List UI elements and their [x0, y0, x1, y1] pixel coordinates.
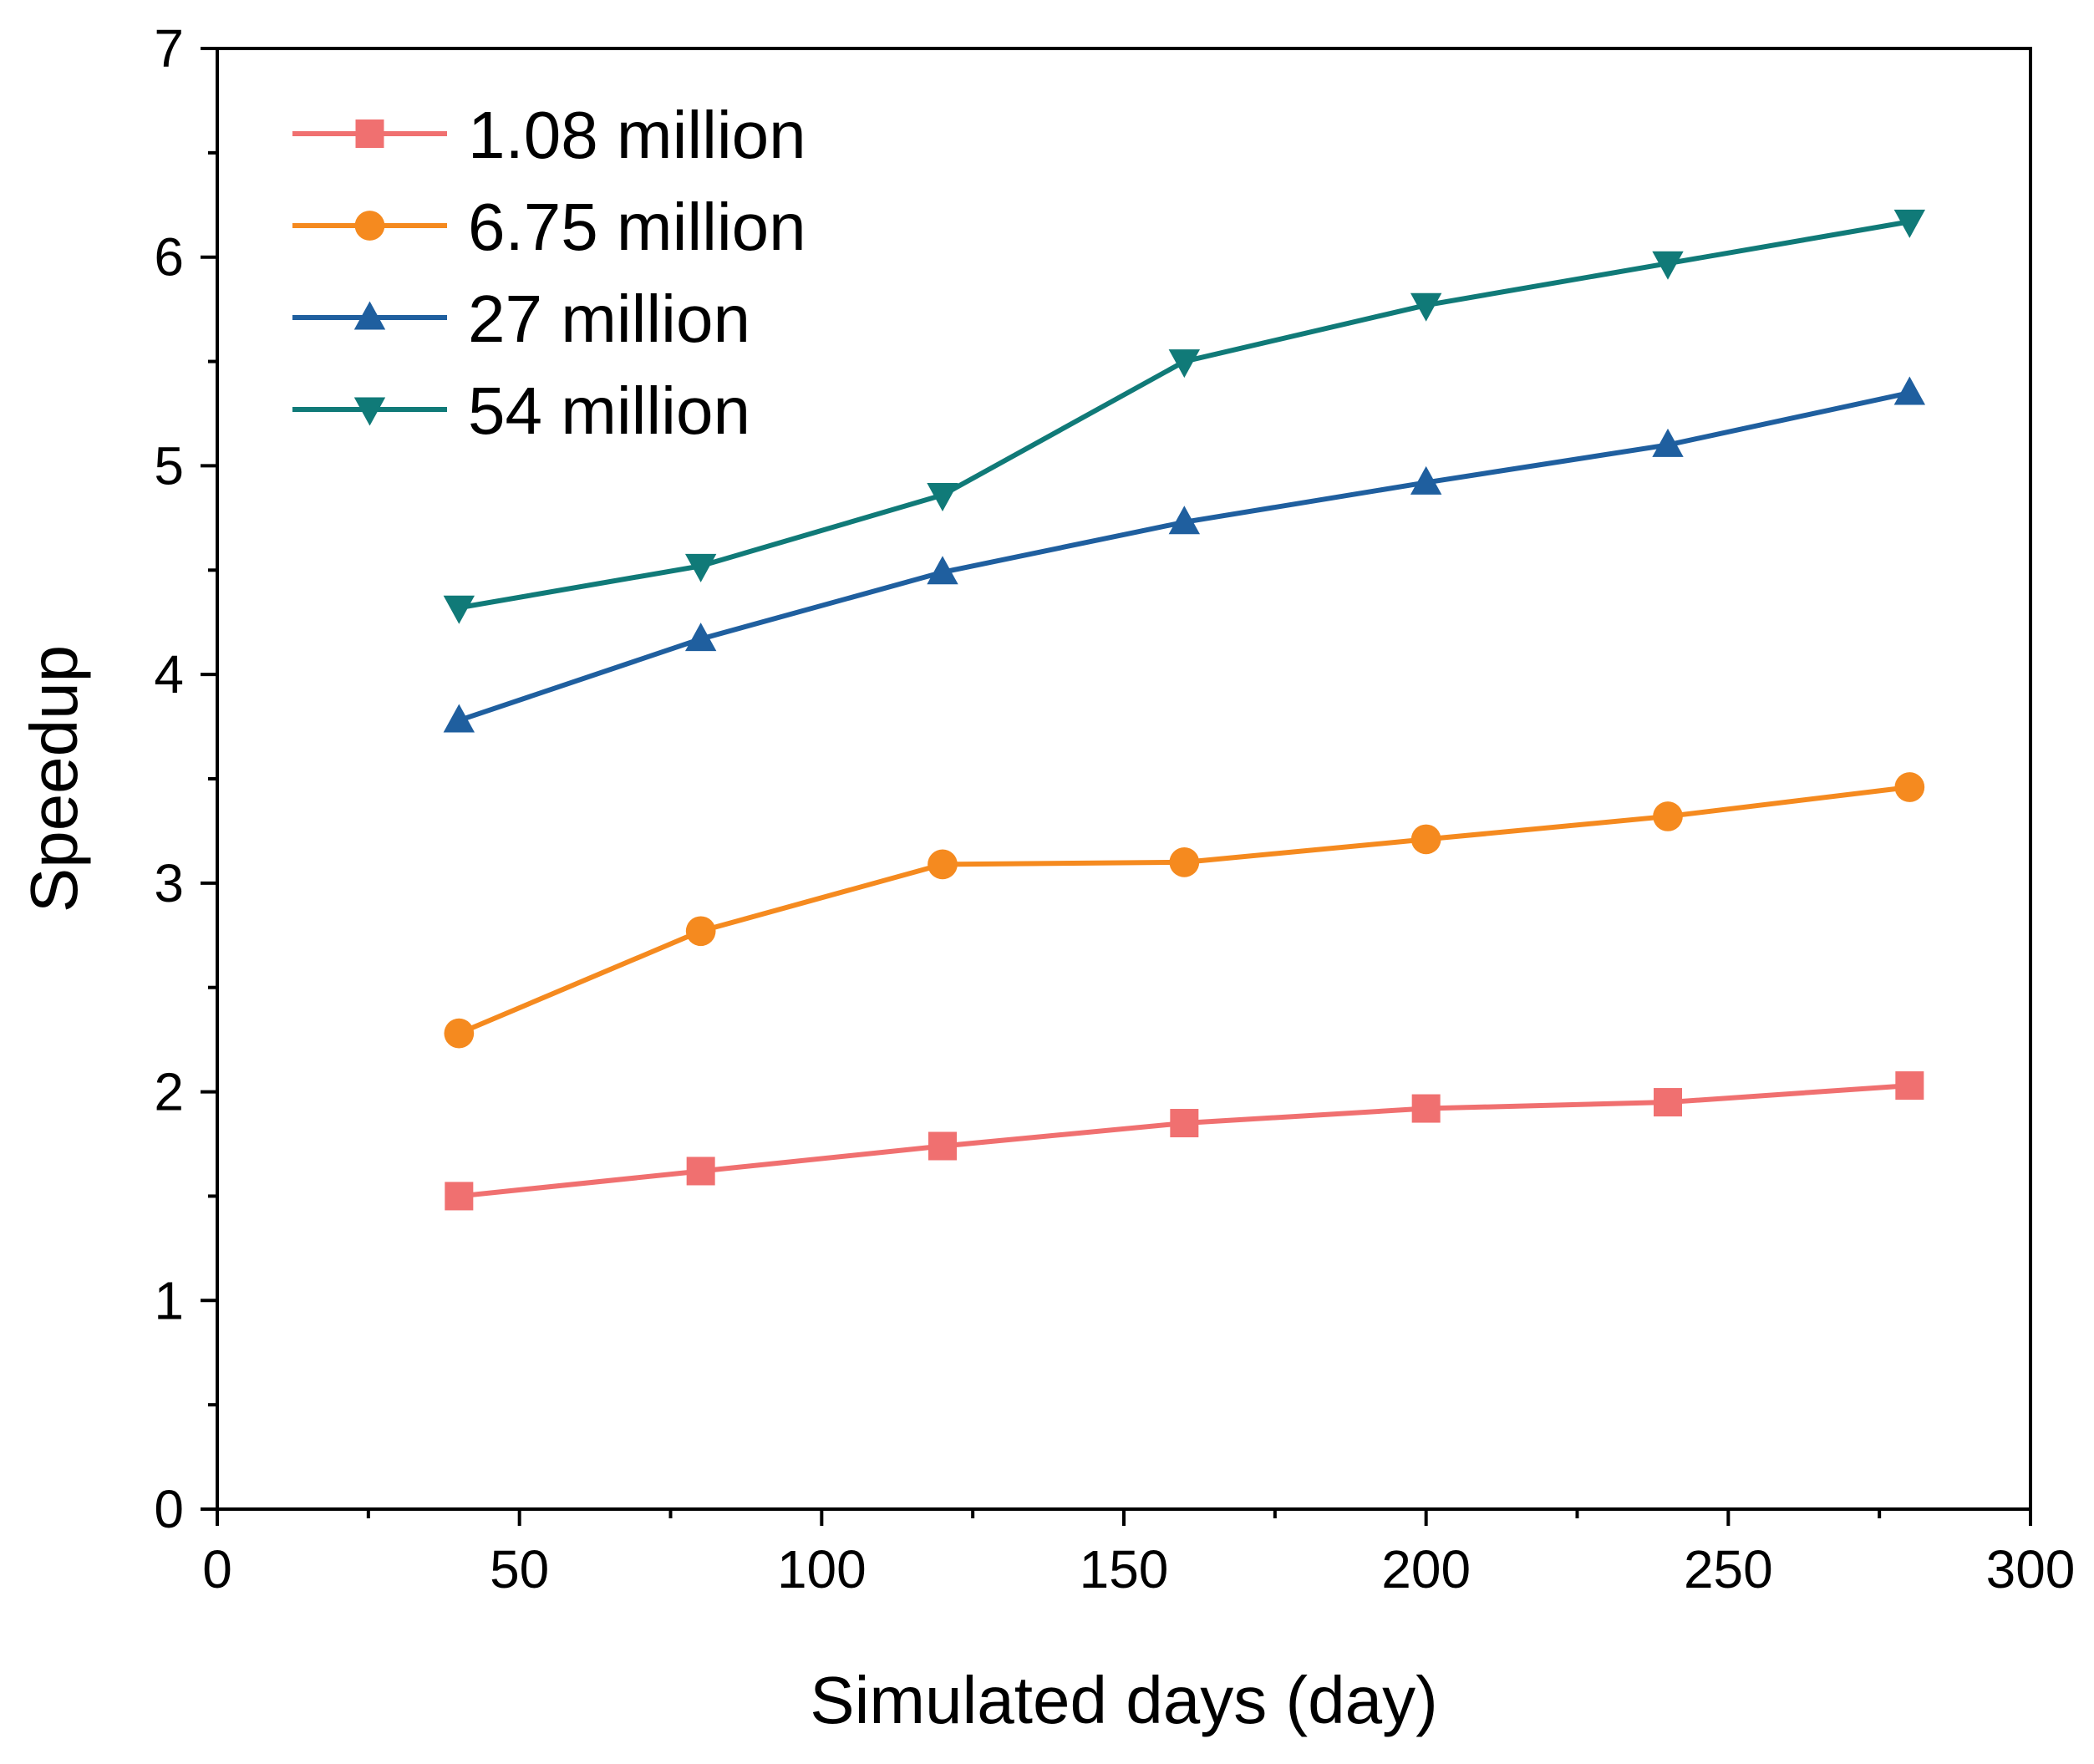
series-layer	[443, 209, 1926, 1211]
legend-marker	[354, 211, 385, 241]
y-tick-label: 1	[154, 1270, 184, 1330]
y-tick-label: 4	[154, 644, 184, 704]
data-point	[1170, 1109, 1199, 1138]
series-3	[443, 376, 1926, 733]
data-point	[1168, 349, 1201, 379]
data-point	[1411, 1094, 1441, 1123]
data-point	[928, 849, 958, 880]
data-point	[1652, 428, 1684, 457]
data-point	[1169, 847, 1200, 877]
legend-label: 54 million	[468, 374, 750, 448]
data-point	[1410, 824, 1441, 855]
data-point	[927, 482, 958, 511]
legend-item: 27 million	[292, 282, 750, 356]
x-tick-label: 200	[1381, 1539, 1471, 1599]
data-point	[1410, 292, 1442, 322]
data-point	[684, 553, 717, 582]
legend-item: 54 million	[292, 374, 750, 448]
y-axis-title: Speedup	[17, 645, 91, 913]
data-point	[1168, 506, 1201, 535]
x-tick-label: 50	[490, 1539, 549, 1599]
y-tick-label: 3	[154, 853, 184, 913]
data-point	[1893, 376, 1926, 405]
legend-marker	[353, 301, 386, 330]
x-tick-label: 150	[1080, 1539, 1169, 1599]
legend-label: 27 million	[468, 282, 750, 356]
y-tick-label: 7	[154, 18, 184, 79]
legend-label: 6.75 million	[468, 190, 806, 264]
data-point	[1894, 772, 1925, 802]
data-point	[928, 1131, 957, 1161]
legend-label: 1.08 million	[468, 98, 806, 172]
data-point	[927, 556, 958, 585]
data-point	[1654, 1088, 1682, 1117]
data-point	[443, 704, 475, 733]
series-2	[444, 772, 1925, 1049]
series-1	[445, 1071, 1924, 1211]
data-point	[684, 623, 717, 652]
legend-item: 1.08 million	[292, 98, 806, 172]
data-point	[685, 916, 716, 947]
x-tick-label: 100	[777, 1539, 867, 1599]
legend: 1.08 million 6.75 million 27 million 54 mil…	[292, 98, 806, 448]
x-tick-label: 250	[1684, 1539, 1773, 1599]
y-tick-label: 5	[154, 435, 184, 496]
data-point	[1895, 1071, 1924, 1101]
legend-item: 6.75 million	[292, 190, 806, 264]
data-point	[1410, 465, 1442, 495]
data-point	[444, 1018, 475, 1049]
x-tick-label: 0	[202, 1539, 232, 1599]
y-tick-label: 0	[154, 1479, 184, 1539]
series-4	[443, 209, 1926, 624]
data-point	[1653, 801, 1683, 831]
legend-marker	[355, 119, 384, 148]
x-tick-label: 300	[1986, 1539, 2076, 1599]
data-point	[1652, 251, 1684, 280]
data-point	[1893, 209, 1926, 238]
x-axis-title: Simulated days (day)	[810, 1663, 1437, 1737]
data-point	[443, 595, 475, 624]
data-point	[445, 1182, 474, 1211]
data-point	[686, 1157, 715, 1186]
legend-marker	[353, 397, 386, 426]
y-tick-label: 2	[154, 1062, 184, 1122]
y-tick-label: 6	[154, 227, 184, 287]
ticks-layer: 0 50 100 150 200 250 300 0 1 2 3 4 5 6 7	[154, 18, 2075, 1599]
